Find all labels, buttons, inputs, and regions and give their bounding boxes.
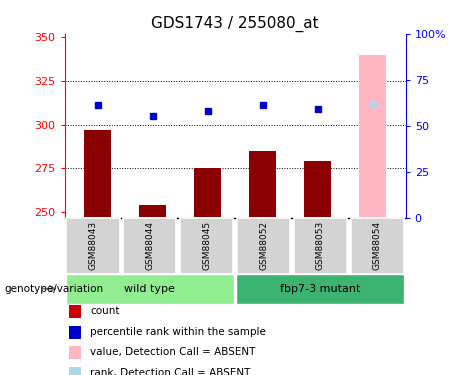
Bar: [304, 162, 331, 218]
Bar: [194, 168, 221, 217]
Text: GSM88054: GSM88054: [373, 221, 382, 270]
Text: count: count: [90, 306, 119, 316]
Text: GSM88045: GSM88045: [202, 221, 211, 270]
Text: genotype/variation: genotype/variation: [5, 284, 104, 294]
Text: GSM88043: GSM88043: [89, 221, 97, 270]
Title: GDS1743 / 255080_at: GDS1743 / 255080_at: [151, 16, 319, 32]
Bar: [249, 151, 277, 217]
Text: value, Detection Call = ABSENT: value, Detection Call = ABSENT: [90, 348, 255, 357]
Text: GSM88053: GSM88053: [316, 221, 325, 270]
Bar: [139, 205, 166, 218]
Bar: [359, 55, 386, 217]
Text: GSM88052: GSM88052: [259, 221, 268, 270]
Text: fbp7-3 mutant: fbp7-3 mutant: [280, 284, 361, 294]
Text: rank, Detection Call = ABSENT: rank, Detection Call = ABSENT: [90, 368, 250, 375]
Bar: [84, 130, 111, 218]
Text: GSM88044: GSM88044: [145, 221, 154, 270]
Text: wild type: wild type: [124, 284, 175, 294]
Text: percentile rank within the sample: percentile rank within the sample: [90, 327, 266, 337]
